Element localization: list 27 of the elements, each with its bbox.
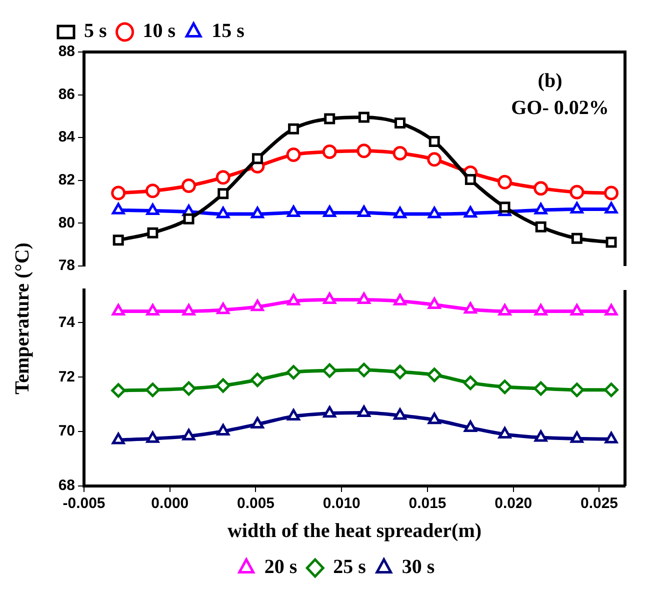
x-tick-label: 0.010 bbox=[322, 495, 360, 512]
y-tick-label: 84 bbox=[58, 128, 76, 146]
y-tick-label: 70 bbox=[58, 422, 75, 440]
legend-label: 10 s bbox=[142, 20, 176, 42]
x-axis-title: width of the heat spreader(m) bbox=[227, 520, 482, 542]
x-tick-label: 0.005 bbox=[236, 495, 275, 512]
y-tick-label: 72 bbox=[58, 368, 75, 386]
legend-label: 25 s bbox=[333, 556, 366, 578]
x-tick-label: 0.015 bbox=[408, 495, 446, 512]
y-tick-label: 80 bbox=[58, 214, 75, 232]
legend-label: 5 s bbox=[84, 20, 107, 42]
x-tick-label: 0.025 bbox=[580, 495, 618, 512]
y-tick-label: 86 bbox=[58, 86, 75, 103]
y-tick-label: 88 bbox=[58, 43, 75, 60]
annotation: (b) bbox=[538, 70, 562, 92]
x-tick-label: 0.000 bbox=[151, 495, 189, 512]
annotation: GO- 0.02% bbox=[511, 97, 609, 120]
x-tick-label: -0.005 bbox=[62, 495, 106, 512]
y-tick-label: 78 bbox=[58, 257, 75, 274]
legend-label: 15 s bbox=[212, 20, 245, 42]
x-tick-label: 0.020 bbox=[494, 495, 532, 512]
y-tick-label: 68 bbox=[58, 477, 75, 494]
y-axis-title: Temperature (°C) bbox=[12, 242, 34, 394]
y-tick-label: 74 bbox=[58, 314, 76, 331]
y-tick-label: 82 bbox=[58, 172, 75, 189]
legend-label: 20 s bbox=[264, 556, 298, 578]
legend-label: 30 s bbox=[402, 556, 435, 578]
